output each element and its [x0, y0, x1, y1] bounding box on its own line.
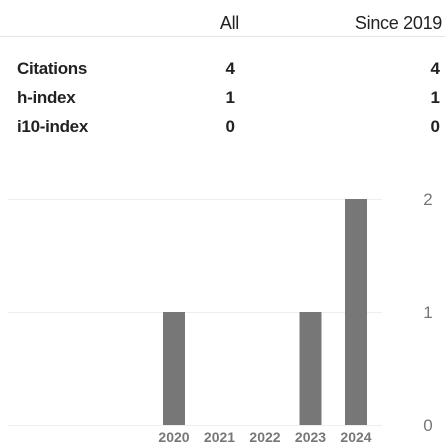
metric-label: h-index: [17, 88, 76, 107]
bar-2024[interactable]: [345, 199, 367, 425]
citations-per-year-chart: 0 1 2 2020 2021 2022 2023 2024: [0, 170, 445, 446]
metric-value-since: 0: [430, 117, 440, 136]
metric-value-since: 4: [430, 59, 440, 78]
metric-row-citations: Citations 4 4: [0, 56, 445, 84]
citations-bar-chart-svg: 0 1 2 2020 2021 2022 2023 2024: [8, 190, 433, 445]
y-tick-label: 1: [423, 303, 432, 322]
metric-value-since: 1: [430, 88, 440, 107]
x-tick-label-2021: 2021: [204, 429, 235, 445]
metric-label: i10-index: [17, 117, 88, 136]
x-tick-label-2022: 2022: [249, 429, 280, 445]
metric-value-all: 0: [225, 117, 235, 136]
metric-label: Citations: [17, 59, 88, 78]
y-tick-label: 2: [423, 190, 432, 209]
x-tick-label-2024: 2024: [340, 429, 371, 445]
metrics-header-row: All Since 2019: [0, 10, 445, 37]
metric-row-h-index: h-index 1 1: [0, 85, 445, 113]
column-header-since: Since 2019: [354, 13, 442, 33]
metric-value-all: 4: [225, 59, 235, 78]
bar-2020[interactable]: [163, 312, 185, 425]
x-tick-label-2023: 2023: [295, 429, 326, 445]
y-tick-label: 0: [423, 416, 432, 435]
column-header-all: All: [219, 13, 239, 33]
bar-2023[interactable]: [299, 312, 322, 425]
metric-row-i10-index: i10-index 0 0: [0, 114, 445, 142]
x-tick-label-2020: 2020: [158, 429, 189, 445]
metric-value-all: 1: [225, 88, 235, 107]
